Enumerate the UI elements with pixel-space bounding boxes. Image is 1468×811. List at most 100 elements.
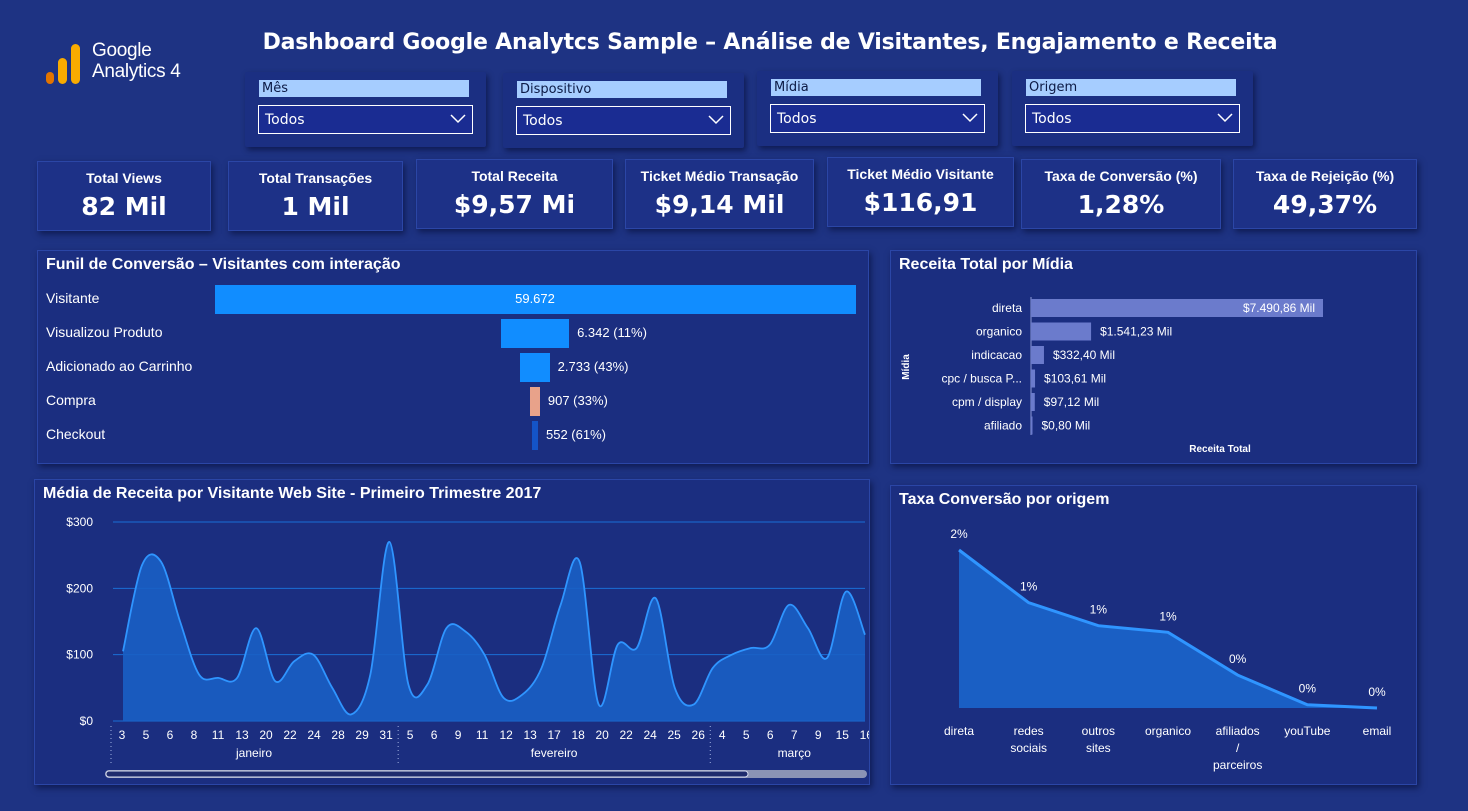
x-tick-label: 7	[791, 728, 798, 742]
filter-mes: Mês Todos	[245, 72, 486, 147]
midia-value-label: $0,80 Mil	[1042, 419, 1091, 433]
midia-category-label: organico	[976, 325, 1022, 339]
kpi-label: Total Views	[86, 170, 162, 186]
filter-origem-select[interactable]: Todos	[1025, 104, 1240, 133]
x-tick-label: 22	[619, 728, 633, 742]
x-tick-label: 25	[668, 728, 682, 742]
conversao-origem-title: Taxa Conversão por origem	[899, 491, 1110, 508]
receita-visitante-title: Média de Receita por Visitante Web Site …	[43, 485, 542, 502]
midia-bar	[1031, 369, 1036, 388]
x-tick-label: 5	[743, 728, 750, 742]
x-tick-label: 8	[191, 728, 198, 742]
month-label: fevereiro	[531, 746, 578, 760]
conv-category-label: direta	[944, 724, 974, 738]
funnel-value-label: 59.672	[515, 291, 555, 306]
kpi-value: 1 Mil	[281, 192, 350, 221]
conv-area-line	[958, 548, 1378, 710]
logo-text: Google Analytics 4	[92, 40, 181, 82]
x-tick-label: 12	[499, 728, 513, 742]
filter-label: Mídia	[771, 79, 981, 96]
funnel-value-label: 907 (33%)	[547, 393, 608, 408]
funnel-bar[interactable]	[520, 353, 550, 382]
scrollbar-thumb[interactable]	[105, 770, 749, 778]
x-tick-label: 24	[644, 728, 658, 742]
x-tick-label: 6	[167, 728, 174, 742]
kpi-value: 49,37%	[1272, 190, 1378, 219]
x-tick-label: 5	[143, 728, 150, 742]
funnel-value-label: 6.342 (11%)	[577, 325, 647, 340]
funnel-panel: Funil de Conversão – Visitantes com inte…	[37, 250, 869, 464]
kpi-total-receita: Total Receita $9,57 Mi	[416, 159, 613, 229]
google-analytics-logo: Google Analytics 4	[46, 40, 196, 90]
x-tick-label: 13	[523, 728, 537, 742]
midia-category-label: afiliado	[984, 419, 1022, 433]
conv-data-label: 0%	[1368, 685, 1386, 699]
conv-data-label: 0%	[1229, 652, 1247, 666]
receita-visitante-chart: $0 $100 $200 $300 3 5 6 8 11 13 20 22 24 28 29 31 5 6 9 11 1…	[66, 515, 869, 778]
filter-label: Dispositivo	[517, 81, 727, 98]
x-tick-label: 31	[379, 728, 393, 742]
y-tick-label: $100	[66, 648, 93, 662]
midia-value-label: $97,12 Mil	[1044, 395, 1099, 409]
kpi-label: Ticket Médio Transação	[640, 168, 799, 184]
receita-visitante-panel: Média de Receita por Visitante Web Site …	[34, 479, 870, 785]
funnel-title: Funil de Conversão – Visitantes com inte…	[46, 256, 401, 273]
conv-category-label: organico	[1145, 724, 1191, 738]
conv-data-label: 1%	[1020, 580, 1038, 594]
x-tick-label: 17	[547, 728, 561, 742]
funnel-step-label: Visualizou Produto	[46, 324, 163, 340]
filter-midia-select[interactable]: Todos	[770, 104, 985, 133]
conv-data-label: 0%	[1299, 682, 1317, 696]
filter-value: Todos	[1032, 111, 1072, 127]
conv-category-label: redes	[1014, 724, 1044, 738]
x-tick-label: 20	[595, 728, 609, 742]
conv-data-label: 1%	[1159, 609, 1177, 623]
x-tick-label: 9	[815, 728, 822, 742]
kpi-taxa-conversao: Taxa de Conversão (%) 1,28%	[1021, 159, 1221, 229]
conv-category-label: afiliados	[1216, 724, 1260, 738]
funnel-bar[interactable]	[214, 285, 856, 314]
logo-line-2: Analytics 4	[92, 61, 181, 82]
kpi-taxa-rejeicao: Taxa de Rejeição (%) 49,37%	[1233, 159, 1417, 229]
x-tick-label: 11	[476, 728, 489, 742]
midia-category-label: cpc / busca P...	[942, 372, 1023, 386]
conv-category-label: youTube	[1284, 724, 1331, 738]
area-fill	[123, 541, 865, 721]
y-tick-label: $300	[66, 515, 93, 529]
x-tick-label: 5	[407, 728, 414, 742]
kpi-value: 82 Mil	[81, 192, 167, 221]
kpi-label: Total Receita	[471, 168, 558, 184]
midia-value-label: $7.490,86 Mil	[1243, 301, 1315, 315]
kpi-total-views: Total Views 82 Mil	[37, 161, 211, 231]
funnel-bar[interactable]	[500, 319, 570, 348]
conversao-origem-panel: Taxa Conversão por origem 2% direta 1% rede…	[890, 485, 1417, 785]
conv-category-label: sociais	[1010, 741, 1047, 755]
midia-category-label: direta	[992, 301, 1022, 315]
funnel-bar[interactable]	[532, 421, 538, 450]
page-title: Dashboard Google Analytcs Sample – Análi…	[262, 30, 1278, 55]
y-tick-label: $0	[80, 714, 94, 728]
kpi-value: $9,14 Mil	[654, 190, 785, 219]
midia-category-label: indicacao	[971, 348, 1022, 362]
kpi-value: $9,57 Mi	[453, 190, 576, 219]
midia-bar	[1031, 416, 1033, 435]
midia-value-label: $332,40 Mil	[1053, 348, 1115, 362]
filter-value: Todos	[265, 112, 305, 128]
x-tick-label: 6	[767, 728, 774, 742]
midia-bar	[1031, 322, 1092, 341]
x-tick-label: 9	[455, 728, 462, 742]
chevron-down-icon	[450, 114, 466, 124]
conv-data-label: 1%	[1090, 603, 1108, 617]
funnel-bar[interactable]	[530, 387, 540, 416]
x-tick-label: 6	[431, 728, 438, 742]
midia-bar	[1031, 299, 1323, 317]
receita-midia-panel: Receita Total por Mídia direta $7.490,86 …	[890, 250, 1417, 464]
area-line	[122, 540, 866, 716]
filter-label: Origem	[1026, 79, 1236, 96]
filter-mes-select[interactable]: Todos	[258, 105, 473, 134]
funnel-step-label: Compra	[46, 392, 96, 408]
kpi-ticket-medio-visitante: Ticket Médio Visitante $116,91	[827, 157, 1014, 227]
filter-dispositivo-select[interactable]: Todos	[516, 106, 731, 135]
chevron-down-icon	[1217, 113, 1233, 123]
x-tick-label: 24	[307, 728, 321, 742]
